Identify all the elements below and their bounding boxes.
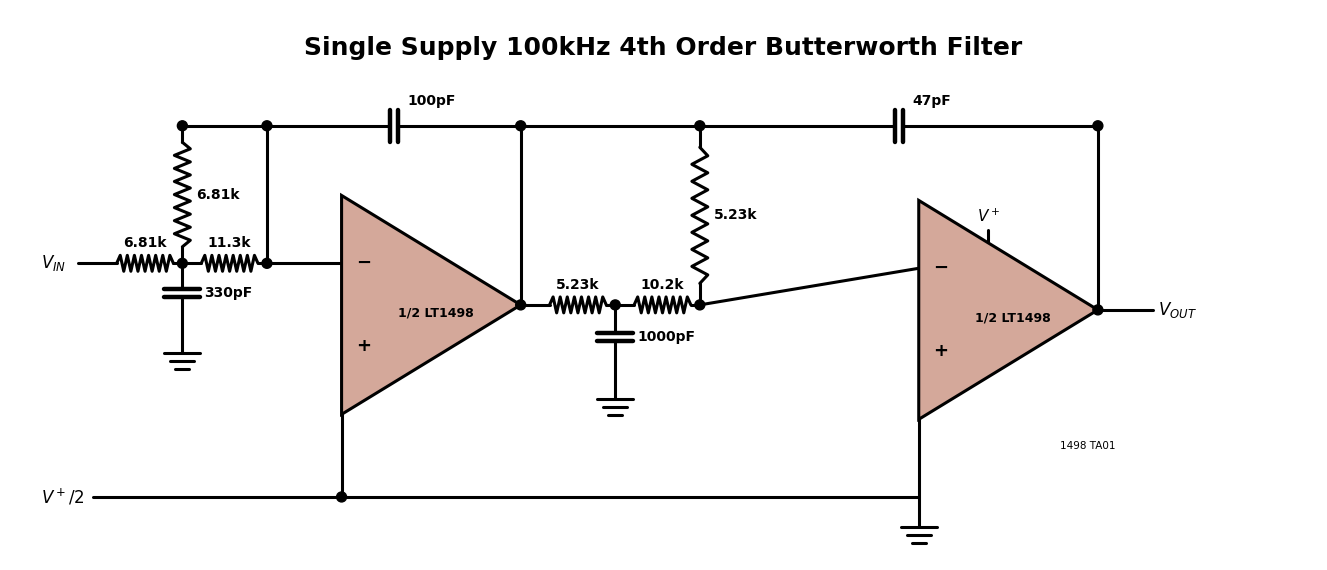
Text: −: − bbox=[356, 254, 372, 272]
Text: 5.23k: 5.23k bbox=[556, 278, 600, 292]
Circle shape bbox=[516, 300, 525, 310]
Text: 47pF: 47pF bbox=[913, 94, 951, 108]
Text: 1498 TA01: 1498 TA01 bbox=[1060, 441, 1116, 451]
Polygon shape bbox=[918, 201, 1097, 420]
Circle shape bbox=[1093, 305, 1103, 315]
Circle shape bbox=[695, 121, 705, 131]
Text: 10.2k: 10.2k bbox=[641, 278, 685, 292]
Text: −: − bbox=[933, 259, 949, 277]
Circle shape bbox=[178, 258, 187, 268]
Circle shape bbox=[1093, 121, 1103, 131]
Text: $V_{OUT}$: $V_{OUT}$ bbox=[1157, 300, 1197, 320]
Text: Single Supply 100kHz 4th Order Butterworth Filter: Single Supply 100kHz 4th Order Butterwor… bbox=[304, 36, 1022, 60]
Text: $V^+$: $V^+$ bbox=[977, 208, 1001, 225]
Text: 6.81k: 6.81k bbox=[196, 188, 240, 202]
Text: +: + bbox=[933, 343, 949, 360]
Text: $V_{IN}$: $V_{IN}$ bbox=[41, 253, 66, 273]
Circle shape bbox=[261, 121, 272, 131]
Text: 6.81k: 6.81k bbox=[123, 237, 167, 250]
Circle shape bbox=[695, 300, 705, 310]
Circle shape bbox=[261, 258, 272, 268]
Text: 1/2 LT1498: 1/2 LT1498 bbox=[398, 306, 474, 319]
Circle shape bbox=[337, 492, 346, 502]
Circle shape bbox=[178, 121, 187, 131]
Polygon shape bbox=[341, 196, 520, 414]
Circle shape bbox=[516, 121, 525, 131]
Text: 5.23k: 5.23k bbox=[714, 209, 758, 222]
Text: 1/2 LT1498: 1/2 LT1498 bbox=[975, 311, 1051, 324]
Circle shape bbox=[610, 300, 620, 310]
Text: $V^+/2$: $V^+/2$ bbox=[41, 487, 85, 507]
Text: 1000pF: 1000pF bbox=[637, 330, 695, 344]
Text: +: + bbox=[356, 337, 372, 356]
Text: 330pF: 330pF bbox=[204, 286, 252, 300]
Text: 11.3k: 11.3k bbox=[208, 237, 251, 250]
Text: 100pF: 100pF bbox=[407, 94, 456, 108]
